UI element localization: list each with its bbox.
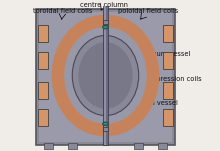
FancyBboxPatch shape bbox=[158, 143, 167, 149]
FancyBboxPatch shape bbox=[103, 6, 108, 145]
Text: inner vacuum vessel: inner vacuum vessel bbox=[108, 95, 177, 106]
FancyBboxPatch shape bbox=[38, 52, 48, 69]
FancyBboxPatch shape bbox=[163, 109, 173, 126]
Ellipse shape bbox=[62, 25, 148, 126]
Ellipse shape bbox=[72, 35, 139, 116]
FancyBboxPatch shape bbox=[163, 52, 173, 69]
Text: outer vacuum vessel: outer vacuum vessel bbox=[121, 51, 190, 60]
FancyBboxPatch shape bbox=[38, 25, 48, 42]
Ellipse shape bbox=[55, 17, 156, 134]
Ellipse shape bbox=[103, 26, 108, 29]
FancyBboxPatch shape bbox=[36, 9, 175, 145]
Ellipse shape bbox=[103, 122, 108, 125]
FancyBboxPatch shape bbox=[38, 82, 48, 99]
FancyBboxPatch shape bbox=[38, 109, 48, 126]
FancyBboxPatch shape bbox=[44, 143, 53, 149]
Text: centre column: centre column bbox=[80, 2, 128, 10]
FancyBboxPatch shape bbox=[39, 12, 172, 142]
FancyBboxPatch shape bbox=[163, 82, 173, 99]
FancyBboxPatch shape bbox=[68, 143, 77, 149]
Text: toroidal field coils: toroidal field coils bbox=[33, 8, 92, 19]
FancyBboxPatch shape bbox=[163, 25, 173, 42]
FancyBboxPatch shape bbox=[134, 143, 143, 149]
FancyBboxPatch shape bbox=[104, 6, 106, 145]
Ellipse shape bbox=[78, 42, 133, 109]
FancyBboxPatch shape bbox=[103, 127, 108, 131]
Text: poloidal field coils: poloidal field coils bbox=[117, 8, 178, 19]
Text: merging compression coils: merging compression coils bbox=[112, 74, 201, 82]
FancyBboxPatch shape bbox=[103, 20, 108, 24]
